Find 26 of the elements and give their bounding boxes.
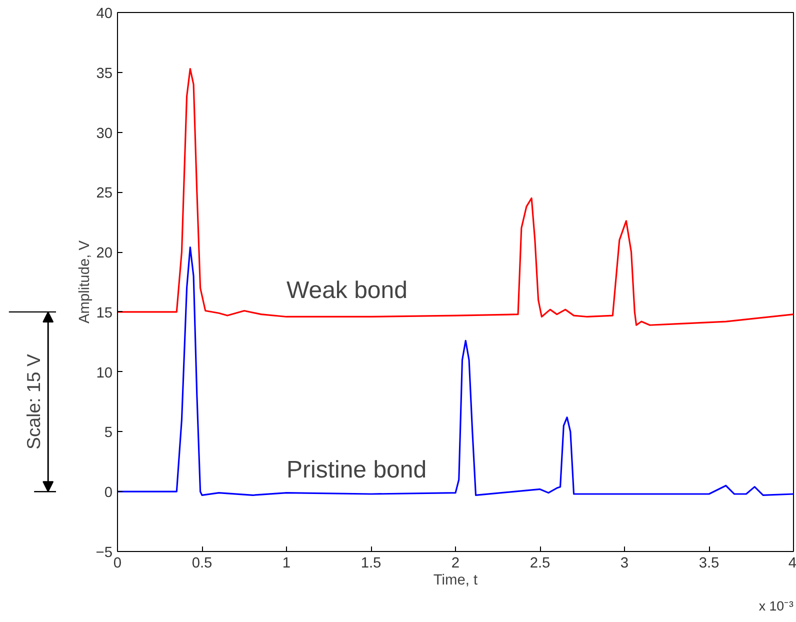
x-tick-label: 2 [451,556,460,572]
y-tick-label: 0 [104,485,113,502]
annotation: Weak bond [286,276,408,304]
x-tick-label: 4 [788,556,796,572]
x-axis-title: Time, t [433,572,478,588]
y-tick-label: 5 [104,425,113,442]
annotation: Pristine bond [286,456,427,484]
line-series [118,68,794,326]
y-tick-label: 25 [96,186,113,202]
text: Scale: 15 V [23,354,44,450]
x-tick-label: 3.5 [698,556,720,572]
text: x 10⁻³ [758,598,794,614]
y-axis-title: Amplitude, V [76,240,93,324]
x-tick-label: 0.5 [192,556,212,572]
line-series [118,246,794,496]
y-tick-label: 40 [96,6,113,22]
x-tick-label: 3 [620,556,629,572]
x-tick-label: 2.5 [530,556,550,572]
y-tick-label: 30 [96,126,113,142]
y-tick-label: 15 [96,305,113,322]
y-tick-label: 20 [96,246,113,262]
x-tick-label: 1.5 [360,556,382,572]
y-tick-label: 35 [96,66,113,82]
y-tick-label: 10 [96,365,113,382]
y-tick-label: −5 [96,545,113,561]
x-tick-label: 1 [282,556,291,572]
